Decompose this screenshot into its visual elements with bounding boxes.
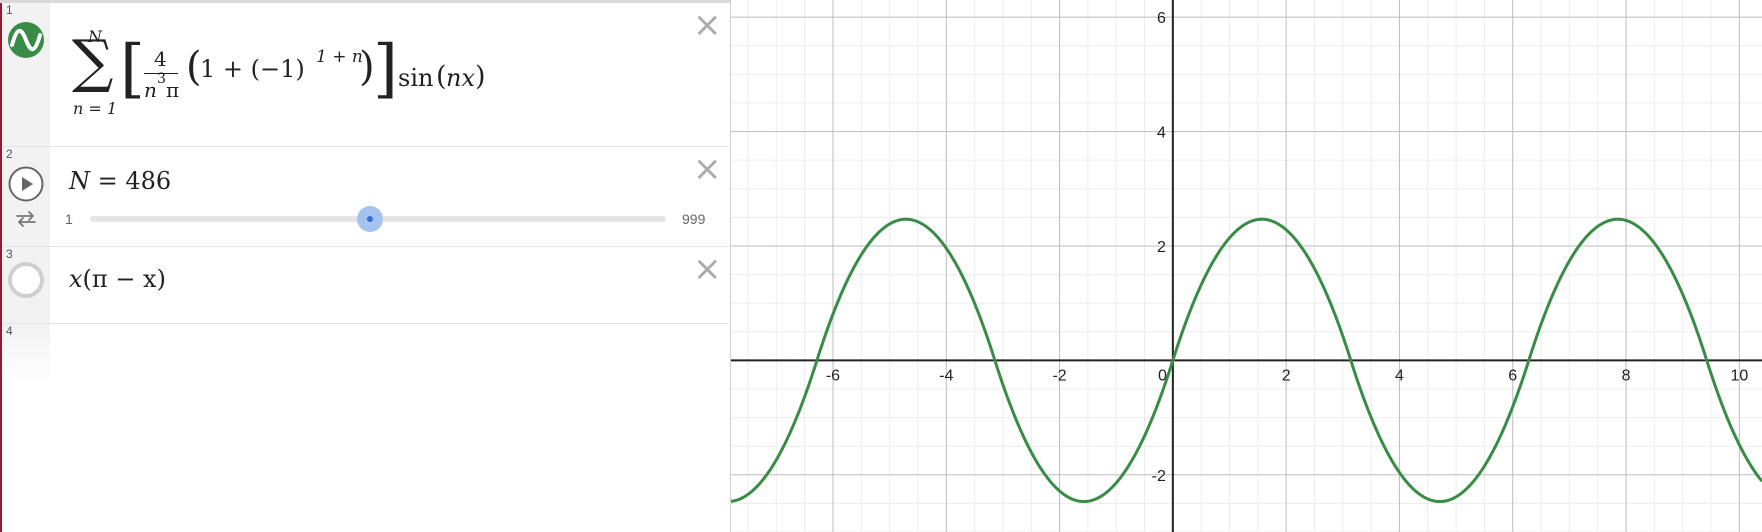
- sum-lower-limit: n = 1: [73, 99, 118, 118]
- x-tick-label: 4: [1395, 367, 1404, 384]
- expression-row-1[interactable]: 1 N ∑ n = 1 [ 4 n 3 π ( 1 + (−1) 1 + n )…: [2, 3, 729, 147]
- plotted-curve[interactable]: [731, 217, 1762, 504]
- graph-paper[interactable]: -6 -4 -2 0 2 4 6 8 10 6 4 2 -2: [730, 0, 1762, 532]
- paren-exponent: 1 + n: [316, 47, 363, 67]
- delete-expression-1-button[interactable]: ×: [693, 5, 722, 45]
- hidden-circle-icon[interactable]: [7, 261, 45, 299]
- expression-gutter: 2: [2, 147, 50, 246]
- x-tick-label: 8: [1622, 367, 1631, 384]
- row-number: 3: [6, 247, 13, 261]
- x-tick-label: 0: [1158, 367, 1167, 384]
- expression-gutter: 1: [2, 3, 50, 146]
- x-tick-label: 10: [1730, 367, 1748, 384]
- major-gridlines: [731, 0, 1762, 532]
- tick-labels: -6 -4 -2 0 2 4 6 8 10 6 4 2 -2: [826, 10, 1748, 485]
- x-tick-label: -2: [1052, 367, 1066, 384]
- expression-row-3[interactable]: 3 x(π − x) ×: [2, 247, 729, 324]
- y-tick-label: 6: [1157, 10, 1166, 27]
- row-number: 2: [6, 147, 13, 161]
- play-icon[interactable]: [7, 165, 45, 203]
- slider-thumb-center: [366, 216, 373, 222]
- curve-icon[interactable]: [7, 21, 45, 59]
- sin-left-paren: (: [436, 61, 447, 92]
- right-paren: ): [359, 44, 375, 90]
- left-paren: (: [186, 44, 202, 90]
- axes: [731, 0, 1762, 532]
- repeat-icon[interactable]: [14, 210, 38, 228]
- sum-upper-limit: N: [88, 27, 102, 46]
- fraction-denominator-exp: 3: [157, 71, 166, 87]
- left-bracket: [: [120, 32, 145, 106]
- slider-variable: N: [69, 167, 90, 195]
- y-tick-label: -2: [1152, 468, 1166, 485]
- minor-gridlines: [731, 0, 1762, 532]
- x-tick-label: 6: [1508, 367, 1517, 384]
- graph-canvas[interactable]: -6 -4 -2 0 2 4 6 8 10 6 4 2 -2: [731, 0, 1762, 532]
- row-number: 4: [6, 324, 13, 338]
- x-tick-label: -6: [826, 367, 840, 384]
- x-tick-label: -4: [939, 367, 953, 384]
- panel-top-border: [0, 0, 730, 3]
- right-bracket: ]: [373, 32, 398, 106]
- sin-argument: nx: [446, 64, 475, 92]
- expression-3-rest: (π − x): [82, 265, 166, 293]
- slider-value-text: = 486: [90, 167, 172, 195]
- y-tick-label: 2: [1157, 239, 1166, 256]
- delete-expression-3-button[interactable]: ×: [693, 249, 722, 289]
- delete-expression-2-button[interactable]: ×: [693, 149, 722, 189]
- sum-symbol: ∑: [72, 27, 114, 95]
- sin-right-paren: ): [475, 61, 486, 92]
- fraction-denominator-var: n: [144, 78, 157, 102]
- sin-function: sin: [398, 64, 434, 92]
- window-left-border: [0, 0, 2, 532]
- fraction-numerator: 4: [154, 47, 167, 71]
- expression-3-variable: x: [69, 265, 83, 293]
- expression-gutter: 4: [2, 324, 50, 384]
- slider-thumb[interactable]: [356, 206, 383, 232]
- fraction-denominator-pi: π: [166, 78, 180, 102]
- expression-3-math[interactable]: x(π − x): [69, 265, 166, 293]
- expression-list: 1 N ∑ n = 1 [ 4 n 3 π ( 1 + (−1) 1 + n )…: [2, 3, 729, 532]
- y-tick-label: 4: [1157, 125, 1166, 142]
- fraction-bar: [144, 73, 178, 74]
- slider-min-label[interactable]: 1: [65, 211, 73, 227]
- expression-row-4[interactable]: 4: [2, 324, 729, 384]
- expression-gutter: 3: [2, 247, 50, 323]
- x-tick-label: 2: [1282, 367, 1291, 384]
- paren-inner: 1 + (−1): [200, 55, 305, 83]
- slider-max-label[interactable]: 999: [682, 211, 706, 227]
- slider-definition[interactable]: N = 486: [69, 167, 171, 195]
- expression-1-math[interactable]: N ∑ n = 1 [ 4 n 3 π ( 1 + (−1) 1 + n ) ]…: [66, 27, 546, 137]
- row-number: 1: [6, 3, 13, 17]
- expression-row-2[interactable]: 2 N = 486 1 999 ×: [2, 147, 729, 247]
